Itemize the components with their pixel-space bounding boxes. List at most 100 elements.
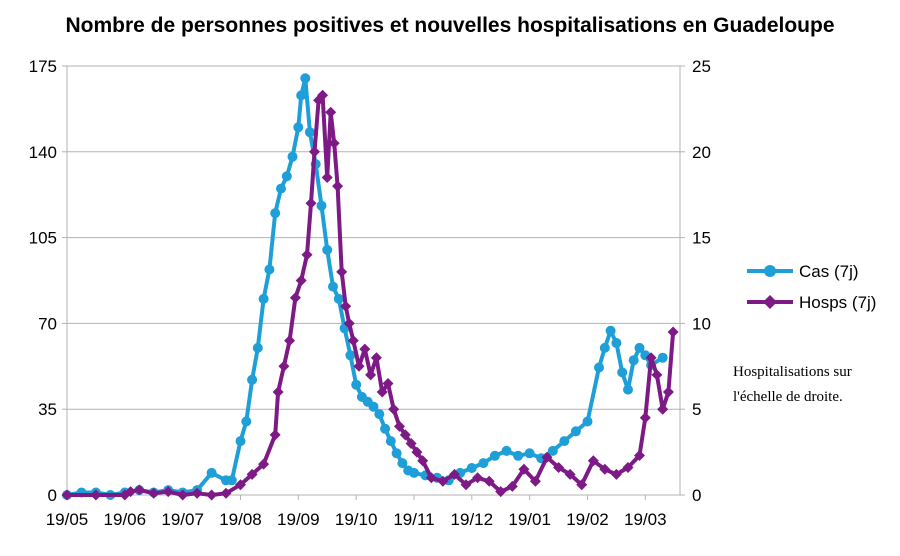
data-point	[246, 468, 258, 480]
x-tick-label: 19/09	[277, 510, 320, 529]
data-point	[385, 436, 396, 447]
data-point	[645, 352, 657, 364]
data-point	[340, 300, 352, 312]
data-point	[541, 451, 553, 463]
x-tick-label: 19/06	[104, 510, 147, 529]
data-point	[409, 467, 419, 478]
data-point	[553, 462, 565, 473]
data-point	[235, 479, 246, 491]
data-point	[662, 386, 674, 398]
right-y-tick-label: 20	[692, 143, 711, 162]
data-point	[460, 479, 472, 491]
data-point	[388, 403, 400, 415]
left-y-tick-label: 0	[48, 486, 57, 505]
series-hosps	[61, 89, 679, 501]
legend-label-cas: Cas (7j)	[799, 262, 859, 281]
data-point	[281, 171, 292, 182]
data-point	[61, 489, 73, 501]
data-point	[269, 429, 281, 441]
data-point	[405, 438, 417, 449]
data-point	[587, 455, 599, 467]
data-point	[328, 281, 338, 292]
x-tick-label: 19/11	[393, 510, 434, 529]
data-point	[394, 420, 405, 432]
data-point	[300, 73, 311, 84]
data-point	[293, 122, 304, 133]
left-y-tick-label: 35	[38, 400, 57, 419]
data-point	[125, 486, 137, 498]
chart-title: Nombre de personnes positives et nouvell…	[65, 14, 834, 37]
data-point	[623, 384, 633, 395]
data-point	[272, 386, 284, 398]
data-point	[628, 355, 639, 366]
left-y-tick-label: 140	[29, 143, 57, 162]
data-point	[397, 458, 408, 469]
data-point	[529, 475, 541, 487]
data-point	[343, 317, 355, 329]
right-y-tick-label: 10	[692, 314, 711, 333]
legend-marker-cas	[764, 265, 776, 277]
data-point	[252, 342, 263, 353]
data-point	[226, 475, 237, 486]
data-point	[278, 360, 290, 372]
data-point	[376, 386, 388, 398]
data-point	[622, 462, 634, 473]
data-point	[599, 463, 611, 475]
data-point	[605, 325, 616, 336]
data-point	[220, 487, 232, 499]
data-point	[370, 352, 382, 364]
data-point	[321, 172, 333, 183]
data-point	[634, 450, 645, 461]
data-point	[191, 487, 203, 499]
left-y-tick-label: 175	[29, 57, 57, 76]
data-point	[289, 292, 301, 304]
left-y-tick-label: 105	[29, 229, 57, 248]
data-point	[162, 486, 174, 498]
data-point	[284, 335, 296, 347]
data-point	[599, 342, 610, 353]
data-point	[380, 423, 391, 434]
left-y-tick-label: 70	[38, 314, 57, 333]
x-tick-label: 19/07	[161, 510, 204, 529]
data-point	[449, 468, 460, 480]
data-point	[611, 338, 622, 348]
data-point	[495, 486, 507, 498]
data-point	[634, 342, 645, 353]
data-point	[206, 467, 217, 478]
data-point	[466, 463, 477, 473]
data-point	[513, 450, 524, 461]
data-point	[325, 106, 337, 118]
data-point	[518, 463, 530, 475]
data-point	[258, 293, 269, 304]
data-point	[639, 412, 651, 424]
data-point	[296, 90, 307, 101]
right-y-tick-label: 5	[692, 400, 701, 419]
data-point	[501, 445, 512, 456]
data-point	[425, 472, 437, 484]
x-tick-label: 19/05	[46, 510, 89, 529]
data-point	[478, 458, 489, 469]
right-y-tick-labels: 0 5 10 15 20 25	[680, 57, 711, 505]
legend-item-cas: Cas (7j)	[747, 262, 859, 281]
data-point	[276, 183, 286, 194]
data-point	[133, 484, 145, 496]
data-point	[472, 472, 484, 484]
data-point	[651, 369, 663, 381]
data-point	[333, 293, 344, 304]
data-point	[206, 489, 218, 501]
legend-label-hosps: Hosps (7j)	[799, 293, 876, 312]
data-point	[382, 378, 394, 389]
series-cas	[62, 73, 668, 500]
left-y-tick-labels: 0 35 70 105 140 175	[29, 57, 67, 505]
data-point	[582, 416, 593, 427]
data-point	[617, 367, 628, 378]
x-tick-labels: 19/05 19/06 19/07 19/08 19/09 19/10 19/11 19/12…	[46, 495, 667, 529]
data-point	[301, 249, 313, 261]
data-point	[399, 429, 411, 441]
data-point	[287, 151, 298, 162]
data-point	[564, 468, 576, 480]
legend-marker-hosps	[763, 295, 777, 309]
axis-note-line-2: l'échelle de droite.	[733, 389, 843, 405]
